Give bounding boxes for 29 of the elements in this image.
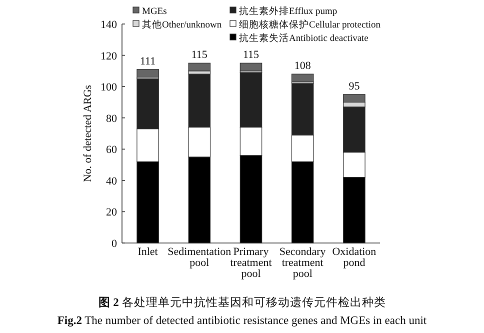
bar xyxy=(188,62,211,72)
legend-label: 细胞核糖体保护Cellular protection xyxy=(239,18,381,30)
x-tick-label: Primary treatment pool xyxy=(230,246,272,280)
bar xyxy=(343,94,366,103)
y-tick-label: 20 xyxy=(106,206,118,219)
total-label: 108 xyxy=(294,60,312,72)
y-tick-label: 60 xyxy=(106,144,118,156)
y-tick-label: 40 xyxy=(106,175,118,188)
x-tick-label: Inlet xyxy=(138,246,158,258)
legend-label: 抗生素外排Efflux pump xyxy=(239,5,338,17)
total-label: 95 xyxy=(348,80,360,92)
y-tick-label: 120 xyxy=(100,50,118,62)
y-tick-label: 140 xyxy=(100,19,118,31)
total-label: 111 xyxy=(140,55,156,68)
text: 图 2 各处理单元中抗性基因和可移动遗传元件检出种类 xyxy=(98,296,386,309)
x-tick-label: Sedimentation pool xyxy=(168,246,232,269)
total-label: 115 xyxy=(191,49,208,62)
x-tick-label: Oxidation pond xyxy=(332,246,377,269)
y-tick-label: 80 xyxy=(106,112,118,125)
y-axis-title: No. of detected ARGs xyxy=(82,84,94,182)
legend-label: MGEs xyxy=(142,7,168,17)
x-tick-label: Secondary treatment pool xyxy=(279,246,326,280)
y-tick-label: 0 xyxy=(112,238,118,250)
y-tick-label: 100 xyxy=(100,82,118,94)
total-label: 115 xyxy=(242,49,260,62)
text: Fig.2 The number of detected antibiotic resistance genes and MGEs in each unit xyxy=(57,315,428,327)
legend-label: 其他Other/unknown xyxy=(142,18,222,30)
legend-label: 抗生素失活Antibiotic deactivate xyxy=(239,32,368,44)
bar xyxy=(291,74,314,82)
